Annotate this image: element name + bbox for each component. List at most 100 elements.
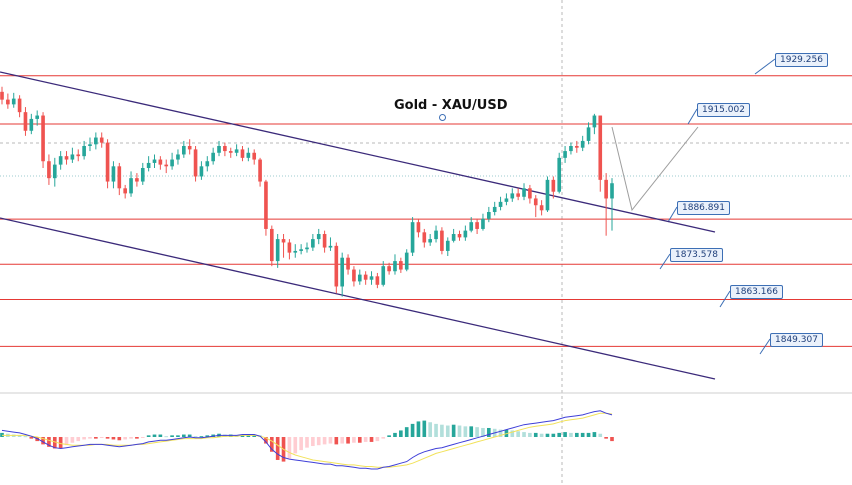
candle-body-41 xyxy=(240,149,245,158)
candle-body-64 xyxy=(375,276,380,285)
level-label-connector-2 xyxy=(667,206,678,223)
macd-histogram-bar-13 xyxy=(76,437,81,442)
candle-body-35 xyxy=(205,161,210,167)
candle-body-82 xyxy=(481,218,485,229)
level-label-1863: 1863.166 xyxy=(730,285,783,299)
macd-histogram-bar-20 xyxy=(117,437,122,441)
candle-body-45 xyxy=(264,181,268,229)
candle-body-43 xyxy=(252,152,257,160)
candle-body-21 xyxy=(123,188,127,194)
candle-body-63 xyxy=(369,276,374,280)
candle-body-100 xyxy=(586,127,591,141)
channel-upper-line xyxy=(0,71,716,233)
macd-histogram-bar-92 xyxy=(539,433,544,437)
candle-body-36 xyxy=(211,152,215,162)
candle-body-70 xyxy=(410,222,415,253)
candle-body-67 xyxy=(393,261,397,272)
macd-histogram-bar-15 xyxy=(88,437,92,439)
candle-body-61 xyxy=(357,274,362,282)
macd-histogram-bar-87 xyxy=(510,430,515,437)
candle-body-22 xyxy=(129,178,133,194)
macd-histogram-bar-85 xyxy=(498,429,503,437)
candle-body-46 xyxy=(269,228,274,262)
candle-body-83 xyxy=(487,212,491,219)
level-label-connector-4 xyxy=(719,290,731,308)
candle-body-85 xyxy=(498,201,503,207)
candle-body-24 xyxy=(140,168,145,182)
candle-body-76 xyxy=(445,240,450,251)
projection-path xyxy=(611,126,699,212)
candle-body-29 xyxy=(170,159,174,167)
macd-histogram-bar-101 xyxy=(592,432,597,437)
macd-histogram-bar-12 xyxy=(70,437,75,443)
level-label-1849: 1849.307 xyxy=(770,333,823,347)
macd-histogram-bar-23 xyxy=(135,437,139,439)
candle-body-65 xyxy=(381,266,386,285)
candle-body-12 xyxy=(70,154,75,160)
candle-body-55 xyxy=(322,234,327,248)
macd-histogram-bar-22 xyxy=(129,437,133,439)
candle-body-16 xyxy=(94,137,98,145)
macd-histogram-bar-53 xyxy=(311,437,315,447)
macd-histogram-bar-49 xyxy=(287,437,292,459)
macd-histogram-bar-16 xyxy=(94,437,98,439)
candle-body-2 xyxy=(11,98,16,105)
candle-body-84 xyxy=(492,206,497,213)
macd-histogram-bar-77 xyxy=(451,424,456,437)
candle-body-88 xyxy=(516,193,520,197)
macd-histogram-bar-79 xyxy=(463,426,468,437)
macd-histogram-bar-63 xyxy=(369,437,374,442)
macd-histogram-bar-58 xyxy=(340,437,345,444)
macd-histogram-bar-82 xyxy=(481,427,485,437)
candle-body-49 xyxy=(287,242,292,253)
candle-body-50 xyxy=(293,250,298,253)
level-label-1929: 1929.256 xyxy=(775,53,828,67)
macd-histogram-bar-59 xyxy=(346,437,350,444)
candle-body-15 xyxy=(88,144,92,147)
macd-histogram-bar-62 xyxy=(363,437,368,442)
candle-body-38 xyxy=(223,146,227,152)
candle-body-1 xyxy=(6,99,10,105)
candle-body-19 xyxy=(111,166,116,182)
candle-body-4 xyxy=(23,112,28,131)
macd-histogram-bar-64 xyxy=(375,437,380,442)
candle-body-11 xyxy=(64,156,69,160)
macd-histogram-bar-73 xyxy=(428,422,432,437)
macd-histogram-bar-72 xyxy=(422,420,427,437)
macd-histogram-bar-50 xyxy=(293,437,298,454)
candle-body-17 xyxy=(99,137,104,143)
candle-body-28 xyxy=(164,164,169,167)
candle-body-34 xyxy=(199,166,204,177)
candle-body-99 xyxy=(580,140,585,148)
candle-body-98 xyxy=(574,146,579,148)
candle-body-97 xyxy=(569,146,573,152)
macd-histogram-bar-54 xyxy=(316,437,321,446)
macd-histogram-bar-24 xyxy=(140,437,145,438)
macd-histogram-bar-103 xyxy=(604,437,608,439)
candle-body-81 xyxy=(475,222,479,229)
macd-histogram-bar-80 xyxy=(469,426,474,437)
macd-line xyxy=(1,410,613,470)
candle-body-40 xyxy=(234,149,239,153)
level-label-1886: 1886.891 xyxy=(677,201,730,215)
candle-body-103 xyxy=(604,179,608,199)
macd-histogram-bar-56 xyxy=(328,437,333,444)
candle-body-93 xyxy=(545,179,550,211)
channel-lower-line xyxy=(0,217,716,380)
candle-body-10 xyxy=(58,156,63,165)
macd-histogram-bar-7 xyxy=(41,437,45,445)
macd-histogram-bar-4 xyxy=(23,436,28,438)
candle-body-54 xyxy=(316,234,321,240)
candle-body-75 xyxy=(440,230,444,251)
macd-histogram-bar-25 xyxy=(146,435,151,437)
macd-histogram-bar-78 xyxy=(457,425,462,437)
macd-histogram-bar-9 xyxy=(52,437,57,449)
candle-body-23 xyxy=(135,178,139,182)
candle-body-26 xyxy=(152,159,157,163)
macd-histogram-bar-81 xyxy=(475,427,479,437)
candle-body-20 xyxy=(117,166,122,189)
level-label-connector-1 xyxy=(687,108,698,125)
candle-body-86 xyxy=(504,198,509,202)
macd-histogram-bar-95 xyxy=(557,432,562,437)
